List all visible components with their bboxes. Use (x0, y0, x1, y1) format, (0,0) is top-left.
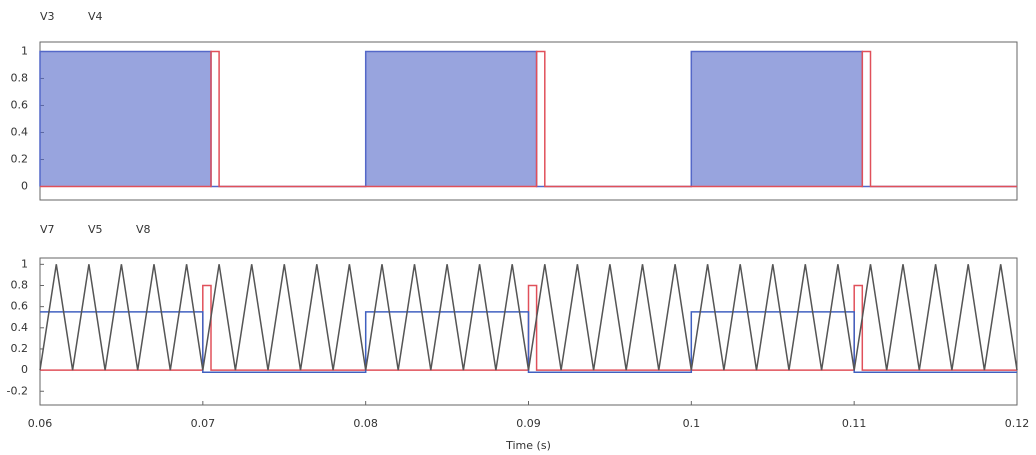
series-area (40, 51, 1017, 187)
y-tick-label: 0.6 (11, 300, 29, 313)
series-line (40, 311, 1017, 373)
legend-label: V3 (40, 10, 55, 23)
y-tick-label: 1 (21, 44, 28, 57)
y-tick-label: 0.6 (11, 98, 29, 111)
y-tick-label: 1 (21, 257, 28, 270)
series-line (40, 50, 1017, 188)
x-tick-label: 0.07 (191, 417, 216, 430)
x-tick-label: 0.11 (842, 417, 867, 430)
y-tick-label: -0.2 (7, 384, 28, 397)
y-tick-label: 0.8 (11, 71, 29, 84)
y-tick-label: 0.4 (11, 125, 29, 138)
legend-label: V4 (88, 10, 103, 23)
x-tick-label: 0.06 (28, 417, 53, 430)
y-tick-label: 0.4 (11, 321, 29, 334)
x-tick-label: 0.12 (1005, 417, 1030, 430)
y-tick-label: 0 (21, 179, 28, 192)
x-tick-label: 0.09 (516, 417, 541, 430)
legend-label: V5 (88, 223, 103, 236)
y-tick-label: 0.2 (11, 342, 29, 355)
x-tick-label: 0.1 (683, 417, 701, 430)
x-tick-label: 0.08 (353, 417, 378, 430)
y-tick-label: 0 (21, 363, 28, 376)
legend-label: V8 (136, 223, 151, 236)
series-line (39, 264, 1018, 371)
x-axis-label: Time (s) (505, 439, 551, 452)
series-line (40, 284, 1017, 371)
legend-label: V7 (40, 223, 55, 236)
y-tick-label: 0.2 (11, 152, 29, 165)
y-tick-label: 0.8 (11, 278, 29, 291)
